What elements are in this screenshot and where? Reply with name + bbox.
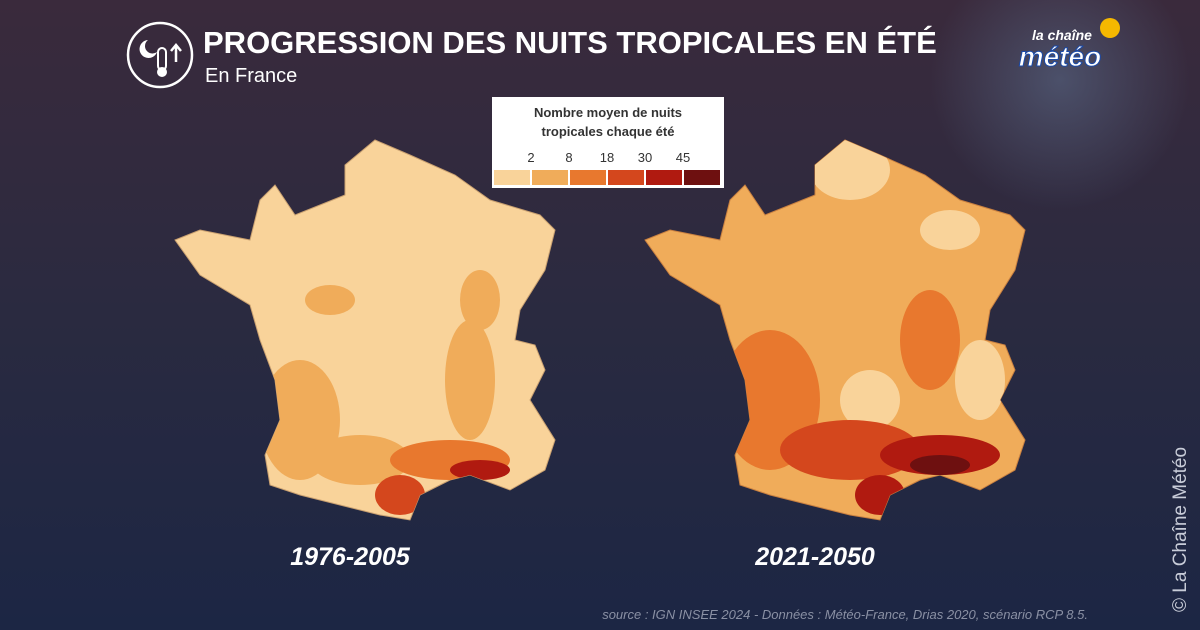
- legend-tick: 8: [565, 150, 572, 165]
- legend-swatch: [570, 170, 606, 185]
- legend-tick: 45: [676, 150, 690, 165]
- glow: [930, 0, 1190, 210]
- map-left: [174, 139, 556, 521]
- watermark: © La Chaîne Météo: [1170, 447, 1191, 612]
- legend-tick: 30: [638, 150, 652, 165]
- legend-swatch: [684, 170, 720, 185]
- title: PROGRESSION DES NUITS TROPICALES EN ÉTÉ: [203, 25, 937, 60]
- legend-swatch: [532, 170, 568, 185]
- title-icon: [126, 21, 194, 89]
- logo-bottom: météo: [1019, 41, 1101, 72]
- legend-title: Nombre moyen de nuits: [534, 105, 682, 120]
- subtitle: En France: [205, 65, 297, 87]
- legend-swatch: [608, 170, 644, 185]
- legend-scale: 2 8 18 30 45: [494, 150, 720, 185]
- logo-top: la chaîne: [1032, 27, 1092, 43]
- legend-tick: 2: [527, 150, 534, 165]
- source: source : IGN INSEE 2024 - Données : Mété…: [602, 607, 1088, 622]
- period-label: 2021-2050: [754, 543, 875, 571]
- map-right: [644, 139, 1026, 521]
- legend-tick: 18: [600, 150, 614, 165]
- logo: la chaîne météo: [1018, 18, 1120, 73]
- legend-swatch: [494, 170, 530, 185]
- legend-title: tropicales chaque été: [542, 124, 675, 139]
- legend-swatch: [646, 170, 682, 185]
- period-label: 1976-2005: [290, 543, 411, 571]
